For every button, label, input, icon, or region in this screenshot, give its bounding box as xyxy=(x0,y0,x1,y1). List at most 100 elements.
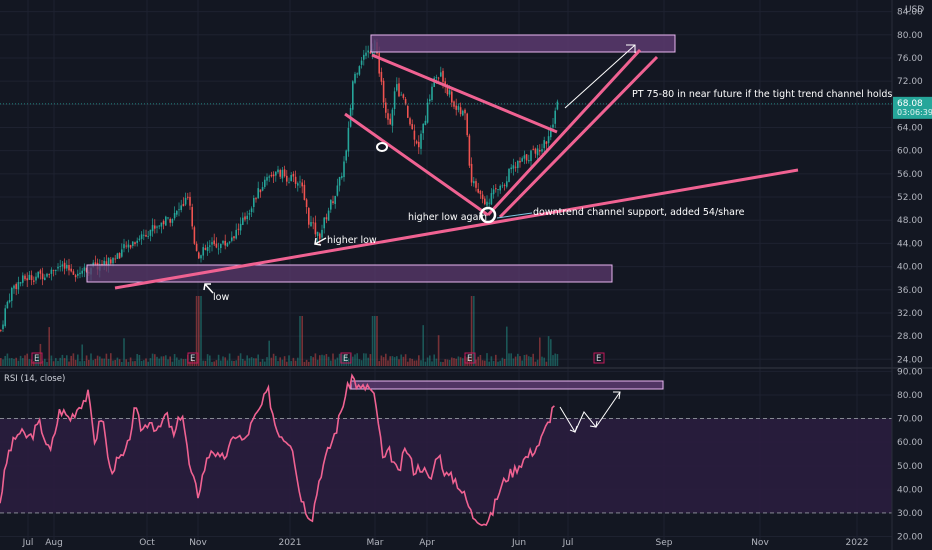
volume-bar xyxy=(169,356,171,366)
candle-body xyxy=(299,181,301,183)
volume-bar xyxy=(279,357,281,366)
volume-bar xyxy=(198,296,200,366)
price-tick-label: 64.00 xyxy=(897,123,923,133)
candle-body xyxy=(143,234,145,236)
volume-bar xyxy=(154,354,156,366)
volume-bar xyxy=(264,361,266,366)
volume-bar xyxy=(455,358,457,366)
uptrend-channel-upper[interactable] xyxy=(486,48,642,217)
volume-bar xyxy=(378,361,380,366)
rsi-overbought-box[interactable] xyxy=(350,380,664,390)
candle-body xyxy=(490,193,493,205)
candle-body xyxy=(204,247,207,250)
low-annotation: low xyxy=(213,292,229,303)
price-axis[interactable]: 84.0080.0076.0072.0068.0064.0060.0056.00… xyxy=(897,8,923,366)
volume-bar xyxy=(121,361,123,366)
candle-body xyxy=(404,98,407,105)
candle-body xyxy=(266,177,268,181)
candle-body xyxy=(189,196,191,206)
volume-bar xyxy=(299,316,301,366)
candle-body xyxy=(495,188,497,190)
volume-bar xyxy=(305,359,308,366)
svg-text:E: E xyxy=(467,354,472,364)
price-tick-label: 36.00 xyxy=(897,286,923,296)
volume-bar xyxy=(407,361,409,366)
price-tick-label: 72.00 xyxy=(897,77,923,87)
candle-body xyxy=(466,113,468,136)
candle-body xyxy=(534,148,537,154)
volume-bar xyxy=(13,358,15,366)
volume-bar xyxy=(554,353,556,366)
time-axis[interactable]: Jul Aug Oct Nov 2021 Mar Apr Jun Jul Sep Nov 2022 xyxy=(22,538,869,548)
candle-body xyxy=(209,245,211,247)
candle-body xyxy=(497,189,499,191)
volume-bar xyxy=(523,355,526,366)
candle-body xyxy=(180,205,182,210)
volume-bar xyxy=(85,355,88,366)
volume-bar xyxy=(162,356,165,366)
volume-bar xyxy=(332,353,334,366)
volume-bar xyxy=(215,360,218,366)
candle-body xyxy=(112,257,114,264)
volume-bar xyxy=(466,357,468,366)
volume-bar xyxy=(530,356,532,366)
candle-body xyxy=(162,221,165,225)
time-tick-label: Sep xyxy=(656,538,673,548)
candle-body xyxy=(167,217,169,219)
volume-bar xyxy=(242,358,244,366)
long-term-trendline[interactable] xyxy=(114,168,799,290)
candle-body xyxy=(193,227,196,244)
resistance-box[interactable] xyxy=(370,34,676,53)
candle-body xyxy=(184,197,187,205)
volume-bar xyxy=(257,354,259,366)
candle-body xyxy=(336,185,339,196)
rsi-projection-arrow-head xyxy=(613,391,621,400)
volume-bar xyxy=(96,355,99,366)
candle-body xyxy=(134,242,136,245)
candle-body xyxy=(158,225,160,227)
time-tick-label: Nov xyxy=(189,538,207,548)
volume-bar xyxy=(330,360,332,366)
volume-bar xyxy=(484,360,486,366)
candle-body xyxy=(475,181,477,188)
volume-bar xyxy=(508,353,510,366)
volume-bar xyxy=(316,359,319,366)
uptrend-channel-lower[interactable] xyxy=(498,55,659,219)
volume-bar xyxy=(400,354,402,366)
earnings-markers[interactable]: E E E E E xyxy=(31,352,605,364)
rsi-projection-arrow xyxy=(559,391,621,434)
downtrend-channel-bottom[interactable] xyxy=(344,112,489,217)
svg-text:E: E xyxy=(34,354,39,364)
candle-body xyxy=(545,141,548,144)
candle-body xyxy=(323,217,325,229)
volume-bar xyxy=(92,360,94,366)
candle-body xyxy=(129,245,132,248)
candle-body xyxy=(24,275,26,280)
volume-bar xyxy=(490,356,493,366)
candle-body xyxy=(532,148,534,150)
rsi-tick-label: 60.00 xyxy=(897,438,923,448)
volume-bar xyxy=(11,357,13,366)
volume-bar xyxy=(453,358,455,366)
volume-bar xyxy=(426,357,429,366)
candle-body xyxy=(407,106,409,118)
volume-bar xyxy=(59,357,61,366)
candle-body xyxy=(202,247,204,256)
candle-body xyxy=(539,149,541,152)
candle-body xyxy=(178,209,180,211)
candle-body xyxy=(316,231,319,236)
candle-body xyxy=(61,264,64,267)
time-tick-label: Jun xyxy=(511,538,526,548)
volume-bar xyxy=(323,355,325,366)
downtrend-channel-top[interactable] xyxy=(371,53,558,134)
volume-bar xyxy=(424,361,427,366)
volume-bar xyxy=(107,358,110,366)
volume-bar xyxy=(189,361,191,366)
volume-bar xyxy=(24,355,26,366)
candle-body xyxy=(464,109,466,114)
candle-body xyxy=(239,223,242,231)
rsi-axis[interactable]: 90.00 80.00 70.00 60.00 50.00 40.00 30.00 20.00 xyxy=(897,367,923,542)
volume-bar xyxy=(220,360,222,366)
candle-body xyxy=(477,189,479,193)
